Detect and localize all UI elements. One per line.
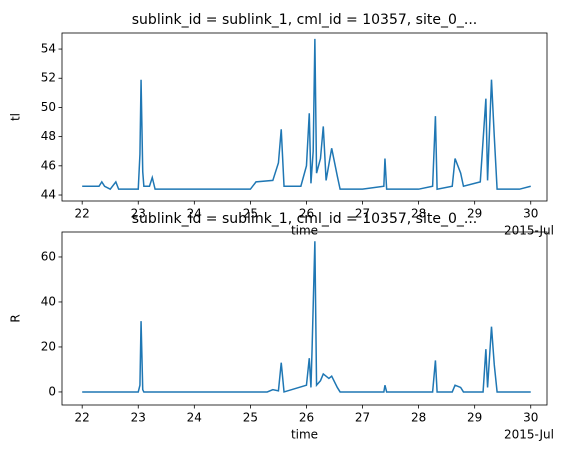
axes-frame bbox=[61, 32, 548, 202]
chart-title: sublink_id = sublink_1, cml_id = 10357, … bbox=[132, 12, 477, 28]
y-tick-label: 40 bbox=[41, 294, 56, 308]
x-tick-label: 27 bbox=[355, 411, 370, 425]
y-tick-label: 20 bbox=[41, 339, 56, 353]
x-tick-label: 22 bbox=[75, 207, 90, 221]
x-tick-label: 29 bbox=[467, 207, 482, 221]
x-offset-label: 2015-Jul bbox=[504, 224, 554, 238]
x-axis-label: time bbox=[291, 428, 318, 442]
x-tick-label: 26 bbox=[299, 411, 314, 425]
x-tick-label: 30 bbox=[523, 411, 538, 425]
data-line bbox=[82, 241, 531, 393]
y-tick-label: 0 bbox=[48, 384, 56, 398]
y-tick-label: 46 bbox=[41, 158, 56, 172]
y-tick-label: 50 bbox=[41, 100, 56, 114]
y-tick-label: 44 bbox=[41, 188, 56, 202]
x-tick-label: 29 bbox=[467, 411, 482, 425]
x-tick-label: 22 bbox=[75, 411, 90, 425]
x-tick-label: 23 bbox=[131, 207, 146, 221]
x-tick-label: 30 bbox=[523, 207, 538, 221]
x-axis-label: time bbox=[291, 224, 318, 238]
x-offset-label: 2015-Jul bbox=[504, 428, 554, 442]
axes-frame bbox=[61, 231, 548, 406]
x-tick-label: 24 bbox=[187, 207, 202, 221]
x-tick-label: 25 bbox=[243, 411, 258, 425]
data-line bbox=[82, 38, 531, 191]
y-tick-label: 60 bbox=[41, 249, 56, 263]
y-tick-label: 48 bbox=[41, 129, 56, 143]
y-axis-label: R bbox=[9, 314, 23, 322]
x-tick-label: 23 bbox=[131, 411, 146, 425]
y-axis-label: tl bbox=[9, 113, 23, 121]
y-tick-label: 52 bbox=[41, 71, 56, 85]
x-tick-label: 28 bbox=[411, 411, 426, 425]
chart-title: sublink_id = sublink_1, cml_id = 10357, … bbox=[132, 211, 477, 227]
x-tick-label: 25 bbox=[243, 207, 258, 221]
x-tick-label: 27 bbox=[355, 207, 370, 221]
x-tick-label: 28 bbox=[411, 207, 426, 221]
x-tick-label: 24 bbox=[187, 411, 202, 425]
y-tick-label: 54 bbox=[41, 42, 56, 56]
x-tick-label: 26 bbox=[299, 207, 314, 221]
